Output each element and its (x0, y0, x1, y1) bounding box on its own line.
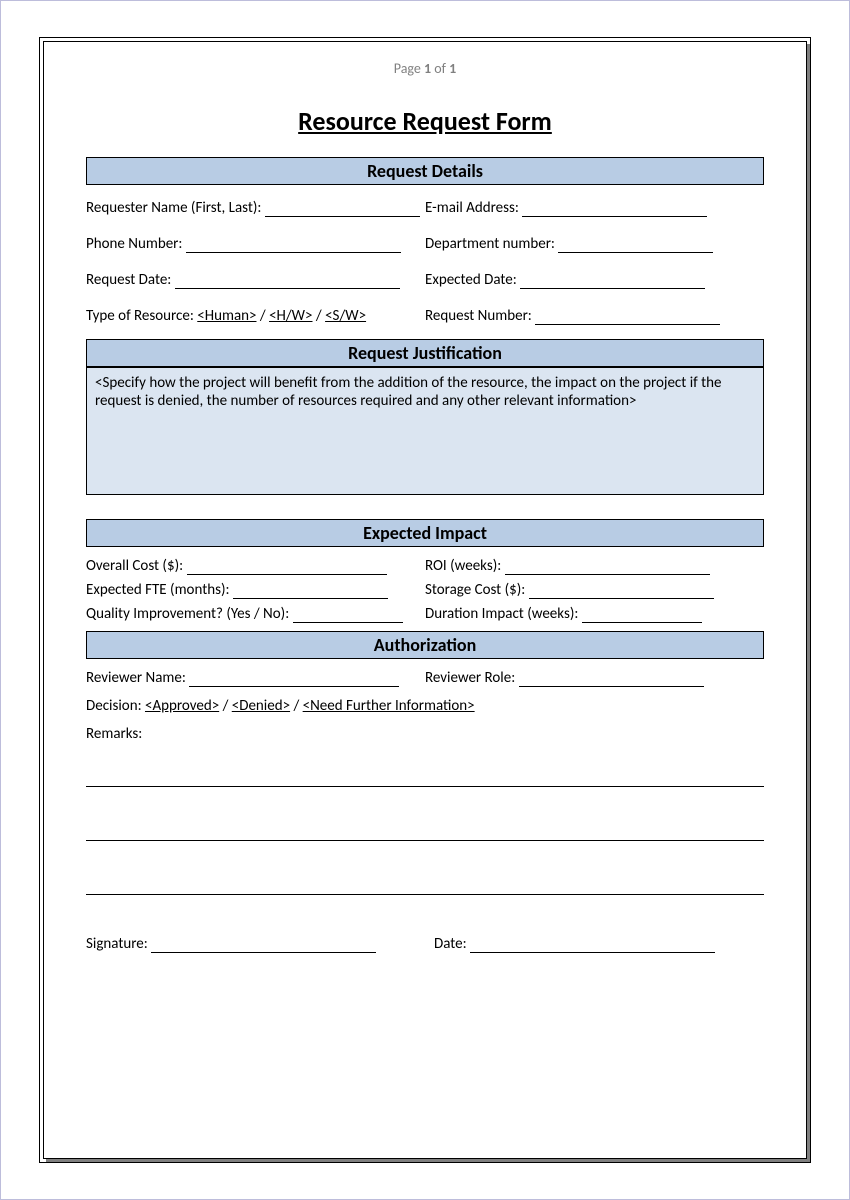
remarks-label: Remarks: (86, 725, 764, 743)
requester-name-label: Requester Name (First, Last): (86, 199, 265, 217)
quality-label: Quality Improvement? (Yes / No): (86, 605, 293, 623)
reqnum-label: Request Number: (425, 307, 535, 325)
expdate-field[interactable] (520, 275, 705, 289)
section-header-justification: Request Justification (86, 339, 764, 367)
decision-row: Decision: <Approved> / <Denied> / <Need … (86, 697, 764, 715)
email-label: E-mail Address: (425, 199, 522, 217)
type-option-sw[interactable]: <S/W> (325, 307, 366, 325)
duration-label: Duration Impact (weeks): (425, 605, 582, 623)
fte-label: Expected FTE (months): (86, 581, 233, 599)
remarks-line-3[interactable] (86, 859, 764, 895)
details-row-1: Requester Name (First, Last): E-mail Add… (86, 199, 764, 217)
signature-field[interactable] (151, 939, 376, 953)
section-header-authorization: Authorization (86, 631, 764, 659)
outer-border: Page 1 of 1 Resource Request Form Reques… (39, 37, 811, 1163)
duration-field[interactable] (582, 609, 702, 623)
type-label: Type of Resource: (86, 307, 197, 325)
section-header-impact: Expected Impact (86, 519, 764, 547)
reviewer-name-label: Reviewer Name: (86, 669, 189, 687)
details-row-4: Type of Resource: <Human> / <H/W> / <S/W… (86, 307, 764, 325)
decision-option-denied[interactable]: <Denied> (232, 697, 290, 715)
decision-option-approved[interactable]: <Approved> (145, 697, 219, 715)
reqnum-field[interactable] (535, 311, 720, 325)
email-field[interactable] (522, 203, 707, 217)
form-title: Resource Request Form (86, 105, 764, 137)
decision-option-needinfo[interactable]: <Need Further Information> (303, 697, 475, 715)
impact-row-2: Expected FTE (months): Storage Cost ($): (86, 581, 764, 599)
storage-label: Storage Cost ($): (425, 581, 529, 599)
roi-field[interactable] (505, 561, 710, 575)
page-indicator: Page 1 of 1 (86, 60, 764, 77)
dept-label: Department number: (425, 235, 558, 253)
reviewer-role-label: Reviewer Role: (425, 669, 519, 687)
reviewer-name-field[interactable] (189, 673, 399, 687)
decision-label: Decision: (86, 697, 145, 715)
roi-label: ROI (weeks): (425, 557, 505, 575)
expdate-label: Expected Date: (425, 271, 520, 289)
cost-field[interactable] (187, 561, 387, 575)
auth-row-1: Reviewer Name: Reviewer Role: (86, 669, 764, 687)
type-option-human[interactable]: <Human> (197, 307, 256, 325)
reqdate-label: Request Date: (86, 271, 175, 289)
page-indicator-total: 1 (449, 60, 456, 77)
cost-label: Overall Cost ($): (86, 557, 187, 575)
page-indicator-sep: of (431, 60, 449, 77)
type-sep-2: / (313, 307, 326, 325)
page-indicator-prefix: Page (394, 60, 424, 77)
details-row-2: Phone Number: Department number: (86, 235, 764, 253)
reviewer-role-field[interactable] (519, 673, 704, 687)
quality-field[interactable] (293, 609, 403, 623)
decision-sep-1: / (219, 697, 232, 715)
dept-field[interactable] (558, 239, 713, 253)
signature-row: Signature: Date: (86, 935, 764, 953)
details-row-3: Request Date: Expected Date: (86, 271, 764, 289)
justification-textarea[interactable]: <Specify how the project will benefit fr… (86, 367, 764, 495)
inner-border: Page 1 of 1 Resource Request Form Reques… (43, 41, 807, 1159)
phone-field[interactable] (186, 239, 401, 253)
type-sep-1: / (256, 307, 269, 325)
page: Page 1 of 1 Resource Request Form Reques… (0, 0, 850, 1200)
date-field[interactable] (470, 939, 715, 953)
decision-sep-2: / (290, 697, 303, 715)
section-header-details: Request Details (86, 157, 764, 185)
remarks-line-1[interactable] (86, 751, 764, 787)
impact-row-3: Quality Improvement? (Yes / No): Duratio… (86, 605, 764, 623)
requester-name-field[interactable] (265, 203, 420, 217)
signature-label: Signature: (86, 935, 151, 953)
storage-field[interactable] (529, 585, 714, 599)
date-label: Date: (434, 935, 470, 953)
fte-field[interactable] (233, 585, 388, 599)
impact-row-1: Overall Cost ($): ROI (weeks): (86, 557, 764, 575)
type-option-hw[interactable]: <H/W> (269, 307, 312, 325)
reqdate-field[interactable] (175, 275, 400, 289)
remarks-line-2[interactable] (86, 805, 764, 841)
phone-label: Phone Number: (86, 235, 186, 253)
